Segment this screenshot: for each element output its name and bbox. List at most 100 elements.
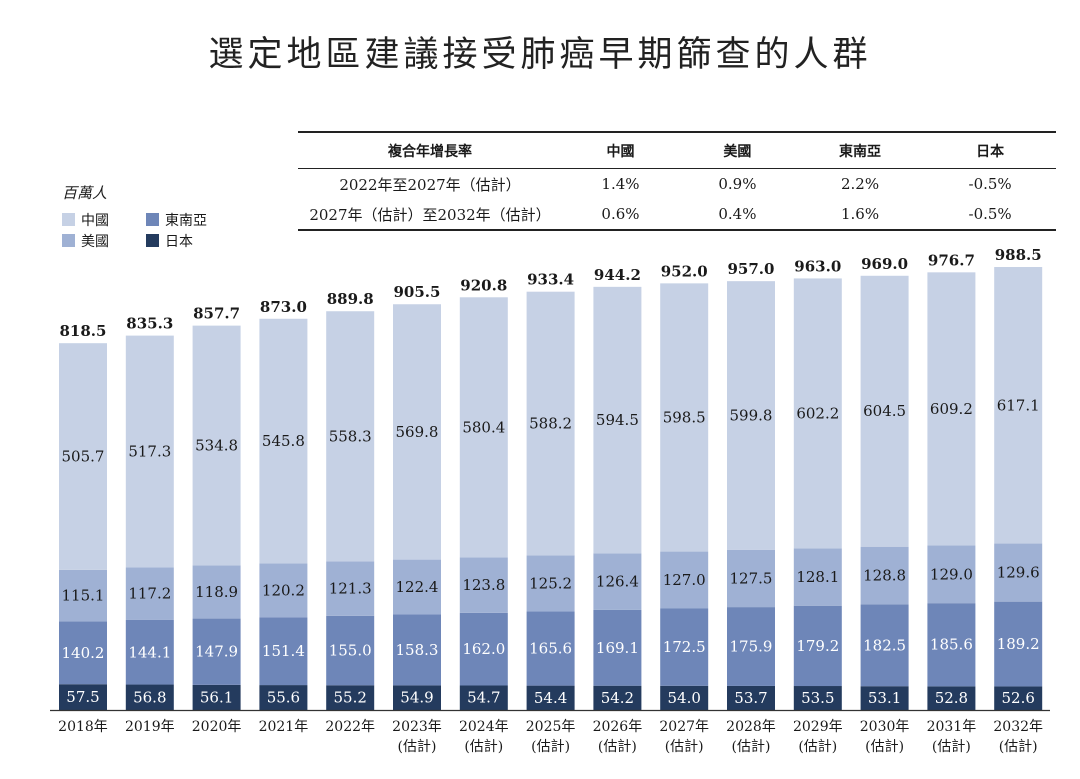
cagr-value: -0.5% [924,199,1056,231]
data-label: 54.4 [534,689,567,707]
data-label: 169.1 [596,639,639,657]
bar-segment [59,621,107,685]
data-label: 127.5 [730,570,773,588]
bar-segment [860,546,909,605]
data-label: 52.6 [1001,689,1034,707]
bar-segment [393,559,441,615]
cagr-value: 0.4% [678,199,796,231]
cagr-value: 1.6% [795,199,925,231]
data-label: 162.0 [462,640,505,658]
bar-segment [125,684,174,710]
bar-segment [526,291,575,556]
x-tick-label: 2021年 [259,719,309,735]
data-label: 117.2 [128,585,171,603]
bar-segment [727,607,775,686]
total-label: 873.0 [260,298,307,316]
x-tick-label: (估計) [999,739,1038,755]
bar-segment [593,685,642,710]
legend-swatch-japan [146,234,159,247]
bar-segment [192,618,241,685]
data-label: 147.9 [195,643,238,661]
data-label: 122.4 [396,578,439,596]
x-tick-label: (估計) [798,739,837,755]
legend-swatch-usa [62,234,75,247]
bar-segment [793,686,842,710]
total-label: 969.0 [861,255,908,273]
bar-segment [326,311,375,562]
total-label: 920.8 [460,276,507,294]
data-label: 602.2 [796,404,839,422]
data-label: 599.8 [730,407,773,425]
bar-segment [192,565,241,619]
bar-segment [125,335,174,568]
bar-segment [593,609,642,686]
bar-segment [192,325,241,566]
cagr-header-sea: 東南亞 [795,131,925,169]
legend-label-usa: 美國 [81,233,109,250]
data-label: 54.0 [667,689,700,707]
bar-segment [59,684,107,710]
bar-segment [793,548,842,606]
cagr-period: 2022年至2027年（估計） [339,175,521,194]
data-label: 125.2 [529,574,572,592]
legend-swatch-sea [146,213,159,226]
bar-segment [727,281,775,550]
data-label: 55.6 [267,689,300,707]
bar-segment [326,685,375,710]
x-tick-label: (估計) [732,739,771,755]
data-label: 175.9 [730,638,773,656]
bar-segment [259,563,308,618]
bar-segment [526,685,575,710]
cagr-header-label: 複合年增長率 [298,131,562,169]
total-label: 963.0 [794,257,841,275]
bar-segment [192,684,241,710]
data-label: 54.9 [400,689,433,707]
cagr-value: 2.2% [841,175,880,193]
data-label: 120.2 [262,581,305,599]
bar-segment [259,685,308,710]
legend-label-sea: 東南亞 [165,212,207,229]
data-label: 144.1 [128,643,171,661]
bar-segment [593,286,642,554]
total-label: 857.7 [193,305,240,323]
data-label: 534.8 [195,436,238,454]
bar-segment [994,267,1043,544]
cagr-value: -0.5% [968,175,1012,193]
bar-segment [326,615,375,686]
bar-segment [860,686,909,710]
data-label: 155.0 [329,642,372,660]
legend-item-sea: 東南亞 [146,210,230,230]
cagr-header-japan: 日本 [924,131,1056,169]
data-label: 54.7 [467,689,500,707]
data-label: 604.5 [863,402,906,420]
x-tick-label: (估計) [598,739,637,755]
x-tick-label: 2031年 [927,719,977,735]
x-tick-label: (估計) [932,739,971,755]
bar-segment [259,617,308,686]
x-tick-label: (估計) [531,739,570,755]
data-label: 558.3 [329,427,372,445]
bar-segment [259,318,308,564]
bar-segment [994,543,1043,602]
data-label: 179.2 [796,637,839,655]
cagr-period: 2027年（估計）至2032年（估計） [298,199,562,231]
x-tick-label: 2027年 [659,719,709,735]
bar-segment [593,553,642,610]
bar-segment [526,555,575,612]
bar-segment [125,567,174,620]
bar-segment [459,612,508,686]
data-label: 126.4 [596,573,639,591]
data-label: 129.0 [930,565,973,583]
bar-segment [860,275,909,547]
data-label: 588.2 [529,414,572,432]
bar-segment [927,545,976,604]
bar-segment [526,611,575,686]
bar-segment [927,686,976,710]
data-label: 151.4 [262,642,305,660]
legend: 百萬人 中國 東南亞 美國 日本 [62,182,230,251]
bar-segment [326,561,375,616]
x-tick-label: 2025年 [526,719,576,735]
data-label: 53.5 [801,689,834,707]
total-label: 933.4 [527,271,574,289]
